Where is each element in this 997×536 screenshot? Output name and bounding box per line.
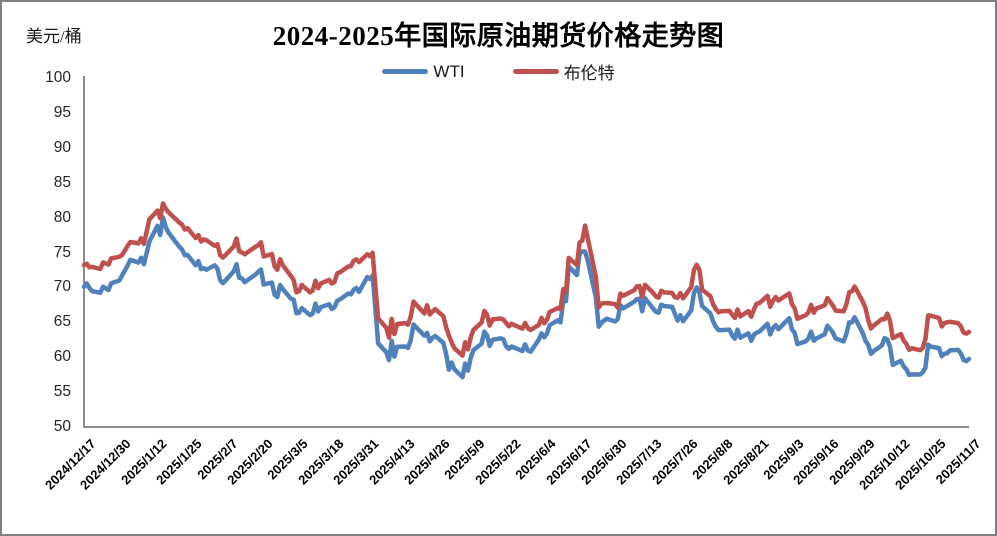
brent-series-line: [81, 201, 972, 358]
wti-line-swatch-icon: [382, 69, 429, 74]
y-tick-label: 80: [53, 208, 71, 226]
y-tick-label: 50: [53, 418, 71, 435]
y-tick-label: 70: [53, 278, 71, 296]
y-tick-label: 95: [53, 103, 71, 121]
y-tick-label: 85: [53, 173, 71, 191]
y-tick-label: 60: [53, 348, 71, 366]
legend-item-brent: 布伦特: [512, 59, 615, 84]
y-axis-unit-label: 美元/桶: [26, 27, 82, 46]
wti-series-line: [81, 215, 972, 380]
brent-line-swatch-icon: [512, 69, 559, 74]
legend: WTI 布伦特: [2, 59, 995, 84]
chart-title: 2024-2025年国际原油期货价格走势图: [272, 21, 725, 51]
wti-legend-label: WTI: [433, 61, 465, 81]
y-tick-label: 90: [53, 138, 71, 156]
y-tick-label: 75: [53, 243, 71, 261]
y-tick-label: 65: [53, 313, 71, 331]
brent-legend-label: 布伦特: [563, 64, 615, 83]
legend-item-wti: WTI: [382, 61, 465, 82]
y-tick-label: 100: [45, 69, 71, 86]
y-tick-label: 55: [53, 383, 71, 401]
